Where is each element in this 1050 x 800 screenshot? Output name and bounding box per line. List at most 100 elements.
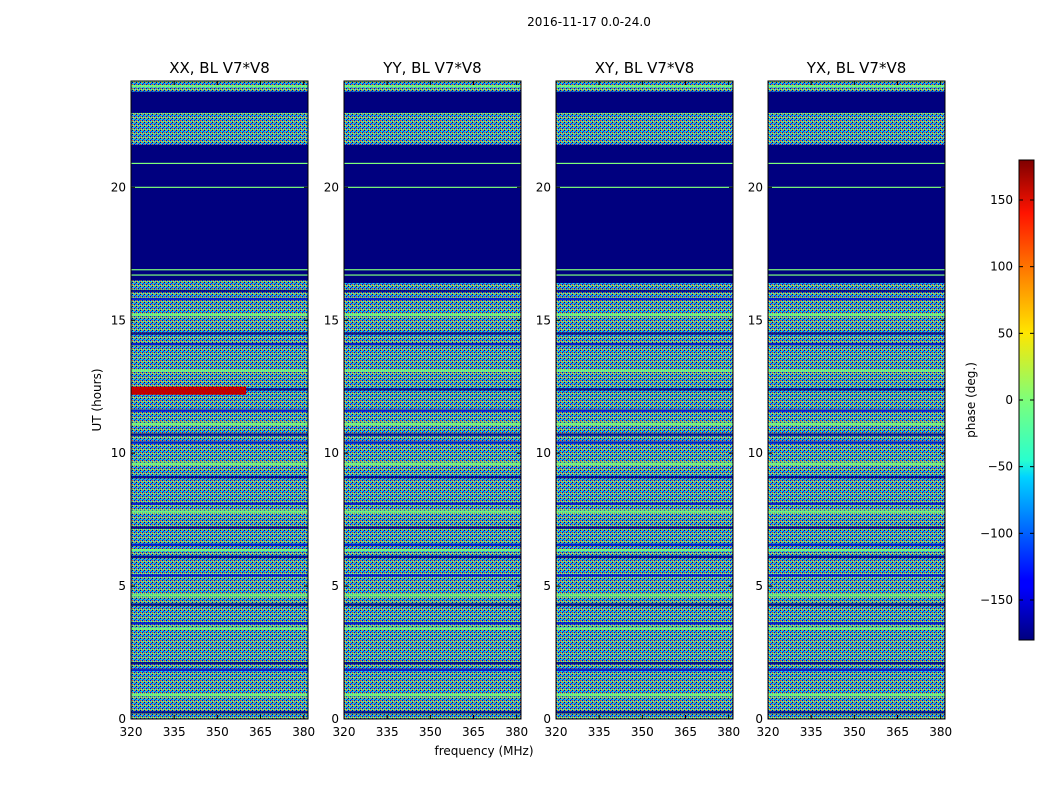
panel-3-stripe [768, 693, 945, 697]
panel-2-ytick-label: 15 [536, 313, 551, 327]
panel-1-stripe [344, 548, 521, 552]
figure-suptitle: 2016-11-17 0.0-24.0 [527, 15, 651, 29]
panel-1-stripe [344, 502, 521, 505]
panel-3-flagged-block [768, 144, 945, 284]
panel-2-title: XY, BL V7*V8 [595, 59, 695, 77]
panel-0-ytick-label: 15 [111, 313, 126, 327]
panel-0-stripe [131, 85, 308, 88]
panel-0-ytick-label: 0 [118, 712, 126, 726]
panel-1-stripe [344, 627, 521, 630]
colorbar-tick-label: 150 [990, 193, 1013, 207]
panel-1-xtick-label: 320 [333, 725, 356, 739]
panel-2-stripe [556, 409, 733, 412]
panel-3-stripe [768, 409, 945, 412]
panel-3-stripe [768, 332, 945, 335]
panel-2-xtick-label: 320 [545, 725, 568, 739]
panel-1-ytick-label: 5 [331, 579, 339, 593]
panel-0-xtick-label: 380 [292, 725, 315, 739]
panel-3-stripe [768, 462, 945, 465]
panel-1-stripe [344, 594, 521, 597]
panel-0-stripe [131, 622, 308, 625]
panel-3-stripe [768, 526, 945, 529]
colorbar-tick-label: 100 [990, 260, 1013, 274]
panel-2-stripe [556, 502, 733, 505]
panel-3-xtick-label: 335 [800, 725, 823, 739]
panel-3-stripe [768, 594, 945, 597]
panel-1-stripe [344, 85, 521, 88]
panel-3-flag-line [768, 162, 945, 165]
panel-3-xtick-label: 350 [843, 725, 866, 739]
panel-1-xtick-label: 335 [376, 725, 399, 739]
panel-2-stripe [556, 342, 733, 346]
panel-0-stripe [131, 555, 308, 559]
panel-0-bright-band [131, 386, 247, 395]
panel-2-stripe [556, 313, 733, 317]
panel-3-ytick-label: 20 [748, 180, 763, 194]
panel-3-ytick-label: 15 [748, 313, 763, 327]
panel-0-stripe [131, 369, 308, 372]
panel-2-xtick-label: 335 [588, 725, 611, 739]
panel-0-stripe [131, 693, 308, 697]
panel-1-stripe [344, 711, 521, 714]
panel-0-stripe [131, 313, 308, 317]
panel-3-stripe [768, 502, 945, 505]
panel-0-stripe [131, 297, 308, 301]
panel-0-stripe [131, 574, 308, 577]
panel-1-stripe [344, 603, 521, 606]
panel-2-stripe [556, 661, 733, 665]
panel-2-stripe [556, 462, 733, 465]
panel-0-title: XX, BL V7*V8 [169, 59, 270, 77]
panel-1-stripe [344, 668, 521, 672]
panel-0-flag-line [131, 186, 308, 188]
panel-0-stripe [131, 603, 308, 606]
panel-3-frame [767, 80, 946, 720]
panel-2-stripe [556, 603, 733, 606]
panel-0-stripe [131, 332, 308, 335]
panel-2-xtick-label: 380 [717, 725, 740, 739]
panel-2-stripe [556, 475, 733, 479]
panel-0-stripe [131, 594, 308, 597]
panel-3-stripe [768, 388, 945, 391]
panel-1-stripe [344, 693, 521, 697]
panel-3-xtick-label: 365 [886, 725, 909, 739]
panel-1-flag-line [344, 269, 521, 271]
panel-3: YX, BL V7*V8 320 335 350 365 380 0 5 10 15 20 [748, 59, 952, 739]
panel-0-stripe [131, 422, 308, 426]
panel-2-xtick-label: 365 [674, 725, 697, 739]
panel-3-stripe [768, 313, 945, 317]
panel-2-stripe [556, 693, 733, 697]
panel-3-stripe [768, 711, 945, 714]
panel-0-stripe [131, 526, 308, 529]
panel-0-stripe [131, 668, 308, 672]
panel-0: XX, BL V7*V8 320 335 350 365 380 0 5 10 15 20 [111, 59, 315, 739]
panel-2-stripe [556, 369, 733, 372]
colorbar-tick-label: −50 [988, 460, 1013, 474]
panel-3-xtick-label: 320 [757, 725, 780, 739]
panel-3-stripe [768, 369, 945, 372]
panel-3-stripe [768, 668, 945, 672]
panel-2-flag-line [556, 186, 733, 188]
panel-3-flag-line [768, 274, 945, 276]
panel-3-flagged-block [768, 91, 945, 113]
panel-3-stripe [768, 289, 945, 293]
panel-2-flagged-block [556, 91, 733, 113]
panel-2-ytick-label: 5 [543, 579, 551, 593]
panel-2-stripe [556, 668, 733, 672]
panel-3-stripe [768, 342, 945, 346]
panel-2-flag-line [556, 274, 733, 276]
panel-3-stripe [768, 422, 945, 426]
panel-0-stripe [131, 433, 308, 436]
colorbar: 150 100 50 0 −50 −100 −150 phase (deg.) [964, 159, 1035, 641]
panel-0-stripe [131, 409, 308, 412]
panel-1-stripe [344, 369, 521, 372]
panel-1-ytick-label: 0 [331, 712, 339, 726]
panel-3-stripe [768, 603, 945, 606]
panel-3-stripe [768, 548, 945, 552]
panel-1-stripe [344, 475, 521, 479]
panel-1-ytick-label: 20 [324, 180, 339, 194]
panel-3-title: YX, BL V7*V8 [806, 59, 907, 77]
panel-2: XY, BL V7*V8 320 335 350 365 380 0 5 10 15 20 [536, 59, 740, 739]
panel-2-ytick-label: 20 [536, 180, 551, 194]
panel-3-ytick-label: 5 [755, 579, 763, 593]
